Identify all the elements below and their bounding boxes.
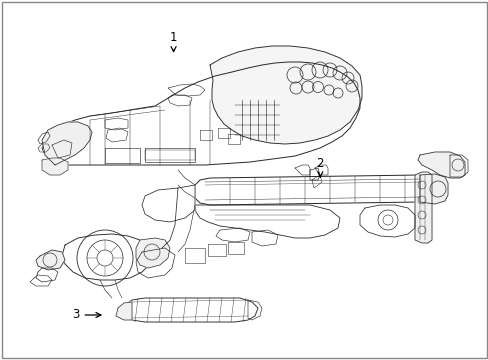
Polygon shape (209, 46, 361, 144)
Polygon shape (42, 62, 359, 165)
Text: 3: 3 (72, 309, 101, 321)
Polygon shape (116, 302, 132, 320)
Polygon shape (42, 122, 92, 165)
Text: 2: 2 (316, 157, 324, 177)
Polygon shape (359, 205, 414, 237)
Polygon shape (36, 250, 65, 270)
Polygon shape (42, 158, 68, 175)
Text: 1: 1 (169, 31, 177, 51)
Polygon shape (195, 175, 437, 205)
Polygon shape (136, 238, 170, 268)
Polygon shape (195, 205, 339, 238)
Polygon shape (142, 185, 195, 222)
Polygon shape (419, 174, 447, 204)
Polygon shape (414, 172, 431, 243)
Polygon shape (62, 234, 152, 280)
Polygon shape (417, 152, 464, 178)
Polygon shape (120, 298, 258, 322)
